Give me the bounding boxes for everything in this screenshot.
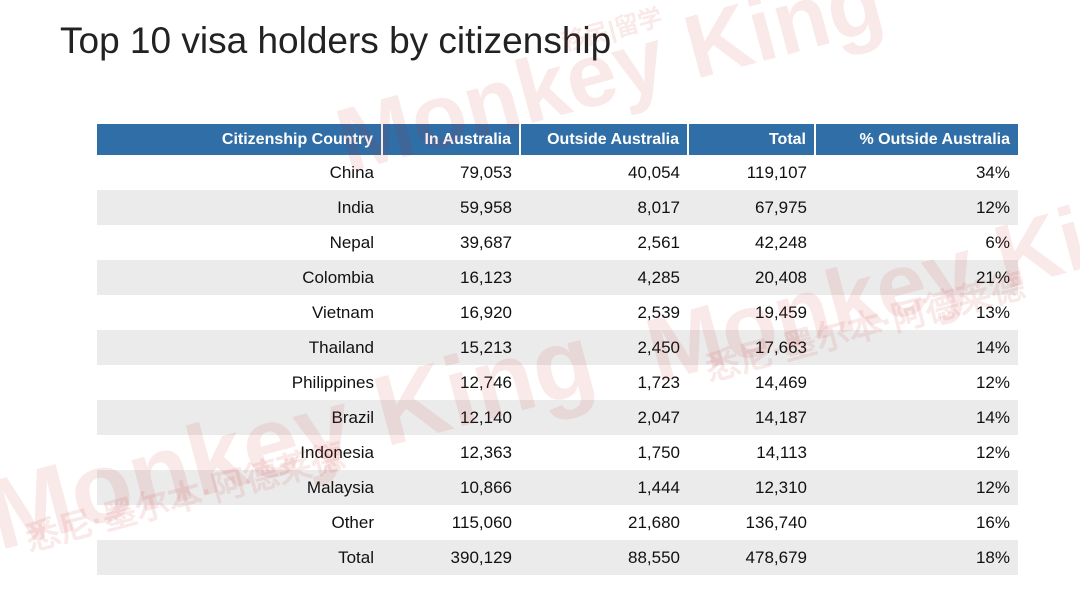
- value-cell: 2,450: [520, 330, 688, 365]
- value-cell: 12%: [815, 470, 1018, 505]
- value-cell: 14%: [815, 330, 1018, 365]
- value-cell: 13%: [975, 302, 1010, 322]
- table-row: India 59,958 8,017 67,975 12%: [97, 190, 1018, 225]
- table-row: Nepal 39,687 2,561 42,248 6%: [97, 225, 1018, 260]
- value-cell: 20,408: [688, 260, 815, 295]
- value-cell: 1,444: [520, 470, 688, 505]
- value-cell: 59,958: [382, 190, 520, 225]
- value-cell: 14,187: [688, 400, 815, 435]
- value-cell: 12%: [975, 442, 1010, 462]
- value-cell: 12,140: [382, 400, 520, 435]
- value-cell: 6%: [985, 232, 1010, 252]
- country-cell: Vietnam: [311, 302, 374, 322]
- column-header: Total: [687, 124, 815, 155]
- table-row: Indonesia 12,363 1,750 14,113 12%: [97, 435, 1018, 470]
- country-cell: Malaysia: [97, 470, 382, 505]
- value-cell: 67,975: [688, 190, 815, 225]
- value-cell: 17,663: [688, 330, 815, 365]
- country-cell: Brazil: [97, 400, 382, 435]
- table-body: China 79,053 40,054 119,107 34% India 59,958 8,…: [97, 155, 1018, 575]
- country-cell: Thailand: [97, 330, 382, 365]
- value-cell: 8,017: [520, 190, 688, 225]
- table-row: Colombia 16,123 4,285 20,408 21%: [97, 260, 1018, 295]
- table-row: Philippines 12,746 1,723 14,469 12%: [97, 365, 1018, 400]
- value-cell: 1,723: [637, 372, 680, 392]
- table-row: Total 390,129 88,550 478,679 18%: [97, 540, 1018, 575]
- title: Top 10 visa holders by citizenship: [60, 20, 612, 61]
- value-cell: 390,129: [382, 540, 520, 575]
- value-cell: 478,679: [688, 540, 815, 575]
- value-cell: 16,123: [382, 260, 520, 295]
- value-cell: 18%: [815, 540, 1018, 575]
- country-cell: Colombia: [97, 260, 382, 295]
- value-cell: 16,920: [460, 302, 512, 322]
- country-cell: India: [97, 190, 382, 225]
- table-row: China 79,053 40,054 119,107 34%: [97, 155, 1018, 190]
- value-cell: 40,054: [628, 162, 680, 182]
- value-cell: 14,113: [756, 442, 807, 462]
- country-cell: China: [329, 162, 374, 182]
- table-row: Other 115,060 21,680 136,740 16%: [97, 505, 1018, 540]
- value-cell: 12%: [815, 190, 1018, 225]
- table-row: Brazil 12,140 2,047 14,187 14%: [97, 400, 1018, 435]
- value-cell: 4,285: [520, 260, 688, 295]
- value-cell: 19,459: [755, 302, 807, 322]
- value-cell: 14%: [815, 400, 1018, 435]
- value-cell: 16%: [975, 512, 1010, 532]
- value-cell: 15,213: [382, 330, 520, 365]
- country-cell: Philippines: [291, 372, 374, 392]
- country-cell: Other: [331, 512, 374, 532]
- value-cell: 119,107: [746, 162, 807, 182]
- value-cell: 2,047: [520, 400, 688, 435]
- value-cell: 115,060: [451, 512, 512, 532]
- value-cell: 12%: [975, 372, 1010, 392]
- country-cell: Total: [97, 540, 382, 575]
- value-cell: 2,561: [637, 232, 680, 252]
- value-cell: 21%: [815, 260, 1018, 295]
- value-cell: 34%: [975, 162, 1010, 182]
- column-header: % Outside Australia: [814, 124, 1018, 155]
- value-cell: 12,746: [460, 372, 512, 392]
- value-cell: 12,310: [688, 470, 815, 505]
- column-header: Citizenship Country: [97, 124, 382, 155]
- table-row: Malaysia 10,866 1,444 12,310 12%: [97, 470, 1018, 505]
- column-header: In Australia: [381, 124, 520, 155]
- table-row: Vietnam 16,920 2,539 19,459 13%: [97, 295, 1018, 330]
- table-row: Thailand 15,213 2,450 17,663 14%: [97, 330, 1018, 365]
- value-cell: 12,363: [460, 442, 512, 462]
- value-cell: 21,680: [628, 512, 680, 532]
- country-cell: Indonesia: [300, 442, 374, 462]
- visa-table: Citizenship Country In Australia Outside A…: [97, 124, 1018, 575]
- value-cell: 10,866: [382, 470, 520, 505]
- value-cell: 42,248: [755, 232, 807, 252]
- column-header: Outside Australia: [519, 124, 688, 155]
- value-cell: 14,469: [755, 372, 807, 392]
- value-cell: 79,053: [460, 162, 512, 182]
- value-cell: 2,539: [637, 302, 680, 322]
- header-row: Citizenship Country In Australia Outside A…: [97, 124, 1018, 155]
- value-cell: 88,550: [520, 540, 688, 575]
- country-cell: Nepal: [329, 232, 374, 252]
- value-cell: 1,750: [637, 442, 680, 462]
- value-cell: 136,740: [745, 512, 807, 532]
- value-cell: 39,687: [460, 232, 512, 252]
